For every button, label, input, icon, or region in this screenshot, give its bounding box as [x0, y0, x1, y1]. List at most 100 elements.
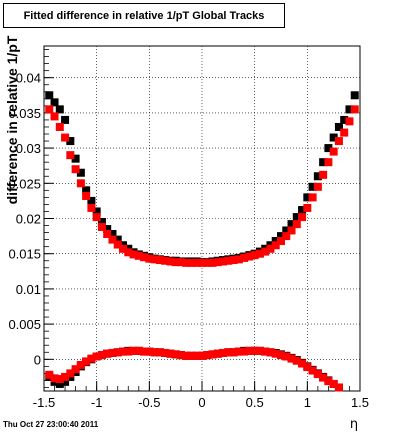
data-point — [155, 256, 164, 265]
y-tick-label: 0.03 — [16, 141, 41, 156]
data-point — [329, 133, 338, 142]
data-point — [334, 137, 343, 146]
data-point — [340, 128, 349, 137]
data-point — [292, 356, 301, 365]
data-point — [182, 351, 191, 360]
data-point — [171, 350, 180, 359]
data-point — [271, 349, 280, 358]
data-point — [313, 182, 322, 191]
y-tick-label: 0.015 — [8, 247, 41, 262]
data-point — [298, 359, 307, 368]
x-axis-label: η — [350, 417, 358, 432]
data-point — [277, 237, 285, 246]
x-tick-label: -1.5 — [33, 395, 55, 410]
data-point — [97, 222, 106, 231]
data-point — [208, 258, 217, 267]
data-point — [103, 349, 112, 358]
data-point — [161, 348, 170, 357]
data-point — [113, 348, 122, 357]
data-point — [282, 232, 291, 241]
data-point — [50, 112, 59, 121]
grid — [43, 46, 361, 391]
axis-ticks: -1.5 -1 -0.5 0 0.5 1 1.5 0 0.005 0.01 0.015 0.02 0.0… — [8, 49, 369, 410]
data-point — [261, 347, 270, 356]
y-tick-label: 0.04 — [16, 71, 41, 86]
data-point — [303, 363, 312, 372]
data-point — [298, 213, 307, 222]
data-point — [45, 370, 54, 379]
data-point — [303, 193, 312, 202]
data-point — [187, 258, 196, 267]
data-point — [224, 348, 233, 357]
data-point — [103, 229, 112, 238]
data-point — [308, 366, 317, 375]
data-point — [192, 258, 201, 267]
data-point — [161, 256, 170, 265]
data-point — [282, 352, 291, 361]
data-point — [261, 247, 270, 256]
data-point — [119, 347, 127, 356]
data-point — [277, 351, 285, 360]
data-point — [145, 347, 154, 356]
data-point — [229, 348, 238, 357]
y-tick-label: 0.025 — [8, 176, 41, 191]
data-point — [92, 352, 101, 361]
data-point — [313, 172, 322, 181]
data-point — [282, 226, 291, 235]
data-points — [45, 91, 359, 392]
data-point — [82, 357, 91, 366]
data-point — [350, 105, 359, 114]
data-point — [66, 369, 75, 378]
data-point — [319, 373, 328, 382]
x-tick-label: 0 — [198, 395, 205, 410]
data-point — [55, 375, 64, 384]
data-point — [292, 220, 301, 229]
data-point — [313, 370, 322, 379]
data-point — [255, 346, 264, 355]
data-point — [208, 350, 217, 359]
y-tick-label: 0 — [34, 352, 41, 367]
data-point — [55, 379, 64, 388]
data-point — [76, 179, 85, 188]
data-point — [308, 193, 317, 202]
data-point — [108, 348, 117, 357]
data-point — [213, 349, 222, 358]
data-point — [76, 360, 85, 369]
x-tick-label: -1 — [91, 395, 103, 410]
data-point — [155, 348, 164, 357]
data-point — [266, 348, 275, 357]
data-point — [140, 347, 149, 356]
data-point — [66, 137, 75, 146]
data-point — [87, 354, 96, 363]
data-point — [92, 213, 101, 222]
data-point — [150, 255, 159, 264]
data-point — [340, 115, 349, 124]
data-point — [129, 346, 138, 355]
data-point — [287, 354, 296, 363]
data-point — [298, 206, 307, 215]
data-point — [140, 253, 149, 262]
data-point — [82, 186, 91, 195]
data-point — [334, 122, 343, 131]
y-tick-label: 0.02 — [16, 212, 41, 227]
x-tick-label: 0.5 — [246, 395, 264, 410]
data-point — [266, 244, 275, 253]
data-point — [250, 251, 259, 260]
data-point — [219, 257, 228, 266]
data-point — [71, 165, 80, 174]
data-point — [92, 207, 101, 216]
data-point — [166, 349, 175, 358]
data-point — [287, 226, 296, 235]
data-point — [124, 347, 133, 356]
data-point — [329, 379, 338, 388]
data-point — [87, 203, 96, 212]
data-point — [108, 229, 117, 238]
data-point — [329, 147, 338, 156]
data-point — [176, 351, 185, 360]
data-point — [97, 351, 106, 360]
data-point — [198, 351, 206, 360]
data-point — [287, 220, 296, 229]
data-point — [134, 346, 143, 355]
data-point — [255, 249, 264, 258]
data-point — [350, 91, 359, 100]
